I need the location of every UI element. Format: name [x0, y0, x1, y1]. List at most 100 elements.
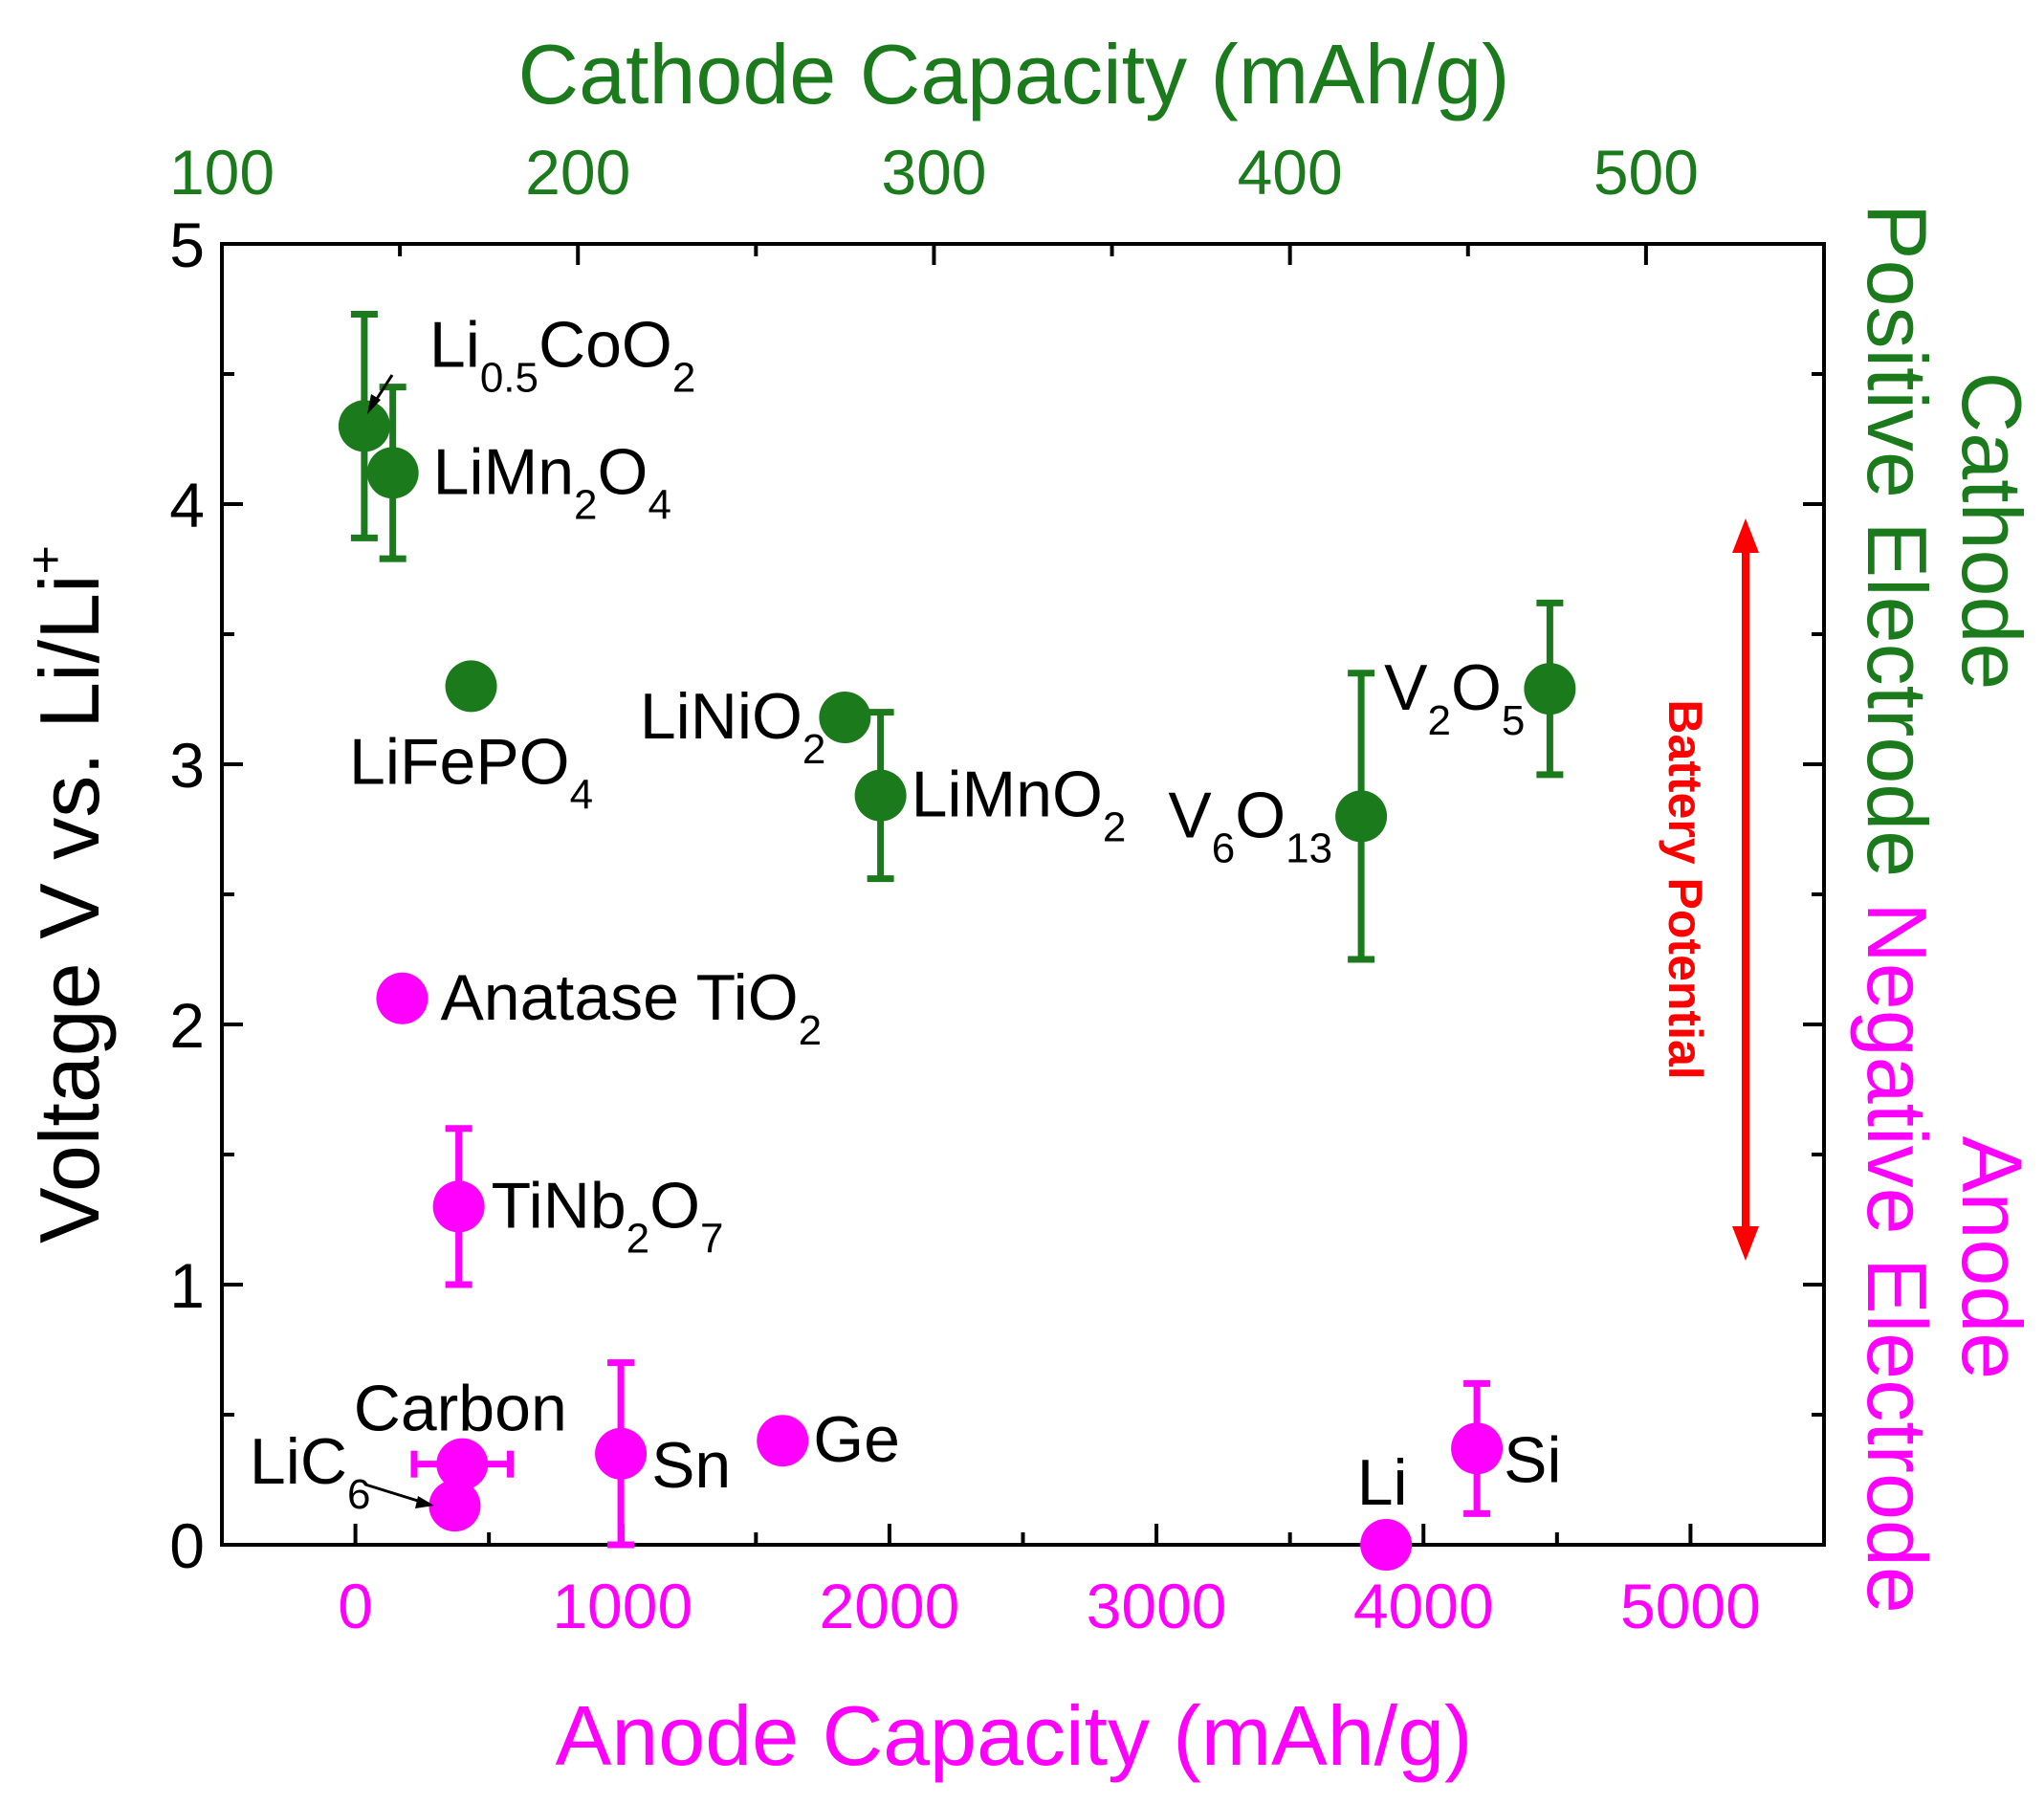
- label-part: CoO: [538, 308, 672, 381]
- point-tinb2o7: [432, 1180, 485, 1233]
- lico-pointer-line: [373, 374, 394, 403]
- label-anatase-tio2: Anatase TiO2: [440, 961, 822, 1054]
- side-label-negative-electrode: Negative Electrode: [1850, 902, 1945, 1614]
- point-limno2: [854, 769, 907, 822]
- label-part: Carbon: [354, 1373, 567, 1445]
- label-sn: Sn: [651, 1429, 731, 1502]
- label-part: LiFePO: [349, 725, 570, 798]
- label-part: LiMnO: [912, 759, 1103, 831]
- point-v6o13: [1335, 790, 1388, 843]
- label-part: Sn: [651, 1429, 731, 1502]
- label-part: 6: [1212, 825, 1235, 871]
- label-part: 13: [1286, 825, 1332, 871]
- point-anatase-tio2: [376, 972, 429, 1024]
- y-tick-labels: 0 1 2 3 4 5: [169, 209, 205, 1581]
- label-part: V: [1168, 779, 1212, 851]
- label-li: Li: [1357, 1446, 1408, 1519]
- point-limn2o4: [366, 447, 419, 499]
- label-part: 2: [802, 726, 825, 773]
- label-si: Si: [1504, 1423, 1561, 1496]
- label-part: Si: [1504, 1423, 1561, 1496]
- label-linio2: LiNiO2: [640, 680, 826, 773]
- x-bottom-tick-label: 5000: [1620, 1571, 1761, 1641]
- y-tick-label: 1: [169, 1250, 205, 1321]
- label-part: O: [649, 1169, 700, 1242]
- label-tinb2o7: TiNb2O7: [492, 1169, 724, 1262]
- label-limno2: LiMnO2: [912, 759, 1127, 851]
- label-part: 2: [799, 1007, 822, 1054]
- label-part: V: [1384, 651, 1428, 724]
- x-top-axis-title: Cathode Capacity (mAh/g): [518, 27, 1510, 121]
- label-part: 2: [574, 481, 597, 528]
- point-v2o5: [1524, 663, 1576, 715]
- point-sn: [595, 1427, 648, 1480]
- label-ge: Ge: [813, 1403, 900, 1476]
- y-tick-label: 4: [169, 470, 205, 540]
- point-lifepo4: [445, 660, 497, 713]
- y-tick-label: 3: [169, 730, 205, 801]
- point-si: [1451, 1422, 1504, 1475]
- label-limn2o4: LiMn2O4: [433, 435, 671, 528]
- y-tick-label: 5: [169, 209, 205, 280]
- label-part: 2: [672, 354, 695, 401]
- lic6-pointer-line: [364, 1483, 422, 1504]
- label-part: 4: [570, 771, 593, 818]
- point-li05coo2: [338, 400, 390, 452]
- x-top-tick-label: 100: [169, 137, 275, 208]
- lico-pointer-head: [367, 394, 381, 414]
- label-part: 4: [648, 481, 670, 528]
- lic6-pointer-head: [415, 1496, 434, 1508]
- label-part: 2: [1103, 804, 1126, 851]
- label-part: Li: [1357, 1446, 1408, 1519]
- label-part: Li: [429, 308, 480, 381]
- side-label-positive-electrode: Positive Electrode: [1850, 204, 1945, 877]
- label-lifepo4: LiFePO4: [349, 725, 593, 818]
- x-bottom-tick-labels: 0 1000 2000 3000 4000 5000: [338, 1571, 1761, 1641]
- label-part: LiC: [250, 1425, 347, 1498]
- label-part: 2: [1428, 697, 1451, 744]
- x-bottom-axis-title: Anode Capacity (mAh/g): [556, 1688, 1473, 1783]
- x-bottom-tick-label: 4000: [1353, 1571, 1494, 1641]
- label-part: Anatase TiO: [440, 961, 798, 1034]
- point-li: [1360, 1519, 1413, 1571]
- x-bottom-tick-label: 1000: [552, 1571, 692, 1641]
- label-part: O: [1451, 651, 1502, 724]
- label-part: 0.5: [480, 354, 538, 401]
- label-lic6: LiC6: [250, 1425, 371, 1518]
- label-v6o13: V6O13: [1168, 779, 1332, 871]
- label-part: 5: [1502, 697, 1525, 744]
- x-top-tick-label: 500: [1593, 137, 1699, 208]
- x-top-tick-label: 200: [525, 137, 630, 208]
- label-part: LiNiO: [640, 680, 802, 753]
- label-part: 7: [700, 1215, 723, 1262]
- y-tick-label: 0: [169, 1510, 205, 1581]
- x-bottom-tick-label: 2000: [820, 1571, 960, 1641]
- x-top-tick-label: 400: [1238, 137, 1343, 208]
- battery-potential-label: Battery Potential: [1659, 699, 1712, 1079]
- point-linio2: [819, 692, 871, 744]
- label-part: TiNb: [492, 1169, 626, 1242]
- label-part: O: [598, 435, 648, 508]
- battery-potential-arrowhead-bottom: [1732, 1226, 1759, 1261]
- side-label-anode: Anode: [1945, 1136, 2039, 1379]
- label-part: 2: [626, 1215, 649, 1262]
- x-top-tick-labels: 100 200 300 400 500: [169, 137, 1699, 208]
- label-part: LiMn: [433, 435, 574, 508]
- y-tick-label: 2: [169, 990, 205, 1061]
- label-li05coo2: Li0.5CoO2: [429, 308, 695, 401]
- point-lic6: [429, 1480, 481, 1532]
- label-part: 6: [347, 1471, 370, 1518]
- label-part: O: [1235, 779, 1286, 851]
- point-carbon: [436, 1438, 489, 1490]
- y-axis-title: Voltage V vs. Li/Li+: [18, 545, 117, 1243]
- point-ge: [757, 1415, 809, 1467]
- x-top-tick-label: 300: [881, 137, 986, 208]
- battery-potential-arrowhead-top: [1732, 518, 1759, 553]
- label-carbon: Carbon: [354, 1373, 567, 1445]
- side-label-cathode: Cathode: [1945, 372, 2039, 691]
- x-bottom-tick-label: 3000: [1087, 1571, 1227, 1641]
- y-axis-title-main: Voltage V vs. Li/Li: [22, 574, 117, 1243]
